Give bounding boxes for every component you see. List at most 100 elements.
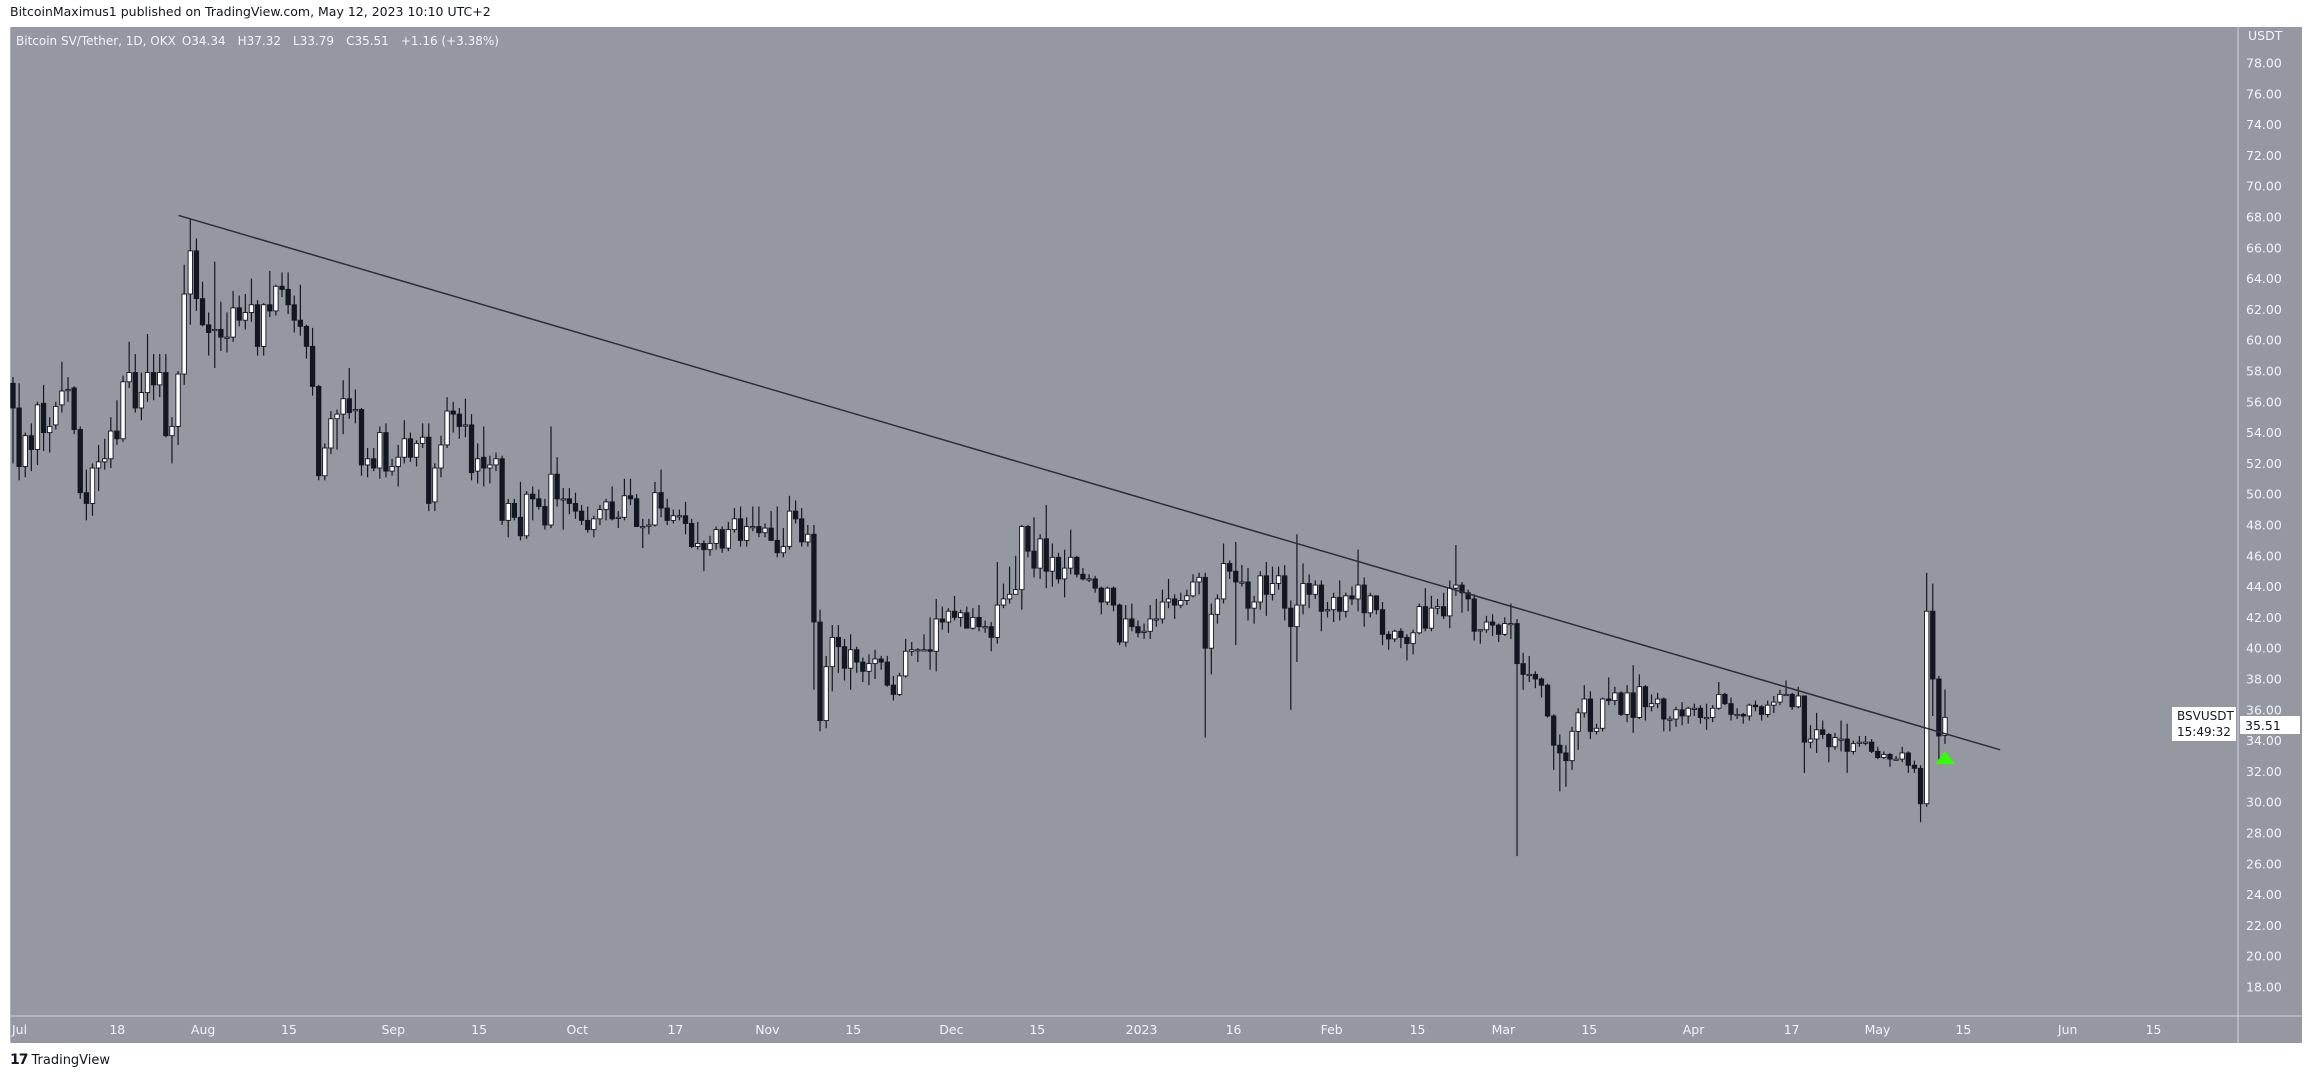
candle (358, 407, 365, 476)
candle (542, 498, 548, 530)
candle-body-down (878, 658, 884, 663)
candle-body-down (1532, 673, 1539, 680)
price-tick-label: 18.00 (2246, 980, 2282, 995)
candle-body-down (1514, 623, 1520, 665)
candle-body-up (1575, 712, 1581, 732)
candle-body-up (395, 456, 401, 467)
candle-body-up (1508, 623, 1514, 626)
candle-body-up (1691, 707, 1697, 710)
price-axis[interactable]: 78.00 76.00 74.00 72.00 70.00 68.00 66.00 64.00… (2246, 56, 2282, 995)
candle-body-up (597, 509, 603, 520)
currency-label: USDT (2248, 28, 2283, 43)
candle-body-down (132, 372, 138, 409)
candle (163, 354, 169, 438)
candle (1343, 592, 1349, 618)
candle-body-up (108, 430, 114, 460)
candle-body-down (1373, 595, 1380, 611)
candle-body-down (1282, 575, 1288, 609)
candle-body-down (572, 502, 579, 512)
candle (1862, 735, 1869, 746)
candle (676, 509, 683, 521)
candle-body-up (1924, 610, 1930, 805)
candle-body-up (1771, 701, 1777, 706)
candle-body-down (218, 328, 224, 338)
candle-body-down (1520, 663, 1526, 675)
candle (285, 272, 291, 315)
candle (860, 657, 866, 683)
candle-body-up (340, 398, 346, 415)
candle-body-down (1551, 715, 1557, 746)
candle-body-down (254, 304, 261, 347)
candle-body-down (811, 533, 817, 623)
candle (1392, 629, 1398, 643)
candle (65, 377, 71, 402)
candle-body-down (1135, 626, 1141, 634)
candle (1006, 566, 1013, 604)
candle-body-down (701, 543, 707, 551)
candle (157, 354, 163, 398)
candle (254, 300, 261, 356)
descending-trendline[interactable] (178, 214, 2001, 751)
candle-body-down (511, 502, 517, 518)
candle-body-down (163, 372, 169, 437)
candle-body-up (438, 444, 444, 469)
candle-body-up (120, 381, 126, 440)
candle (1275, 566, 1282, 590)
legend-open: O34.34 (181, 34, 226, 48)
candle-body-up (53, 405, 59, 426)
chart-panel[interactable] (10, 27, 2302, 1043)
time-tick-label: 15 (1410, 1022, 1426, 1037)
price-tick-label: 50.00 (2246, 487, 2282, 502)
candle-body-up (958, 612, 964, 618)
candle-body-up (1153, 618, 1159, 621)
candle-body-up (493, 458, 499, 466)
time-axis[interactable]: Jul 18 Aug 15 Sep 15 Oct 17 Nov 15 Dec 15 2023 16 Feb 1… (11, 1022, 2161, 1037)
candle (1502, 617, 1508, 636)
candle-body-down (1758, 706, 1765, 715)
candle (1373, 595, 1380, 615)
candle (1263, 561, 1270, 616)
candle-body-down (1116, 604, 1123, 643)
candle-body-down (1361, 584, 1367, 614)
candle (224, 312, 230, 353)
time-tick-label: Oct (566, 1022, 588, 1037)
candle (499, 455, 505, 525)
candle-body-down (1349, 595, 1355, 600)
time-tick-label: 15 (1955, 1022, 1971, 1037)
candle-body-up (823, 666, 829, 722)
candle (707, 535, 713, 556)
candle-body-up (780, 546, 787, 554)
candle (83, 469, 90, 521)
candle-body-up (1599, 698, 1606, 729)
candle (59, 361, 65, 413)
candle-body-up (242, 312, 248, 321)
candle (890, 675, 897, 701)
candle (1752, 700, 1759, 712)
candle (242, 294, 248, 330)
candle (1171, 594, 1178, 619)
candle (1227, 560, 1233, 579)
price-tick-label: 78.00 (2246, 56, 2282, 71)
tradingview-footer[interactable]: 17 TradingView (10, 1052, 110, 1068)
candle (395, 444, 401, 487)
candle-body-up (866, 663, 872, 672)
candle (1526, 655, 1532, 683)
candle-body-up (1710, 707, 1716, 718)
candle-body-down (1496, 624, 1502, 635)
candle-body-up (1703, 717, 1710, 720)
price-tick-label: 34.00 (2246, 733, 2282, 748)
candle-body-up (1746, 704, 1753, 717)
candle (1740, 712, 1746, 724)
candle (933, 598, 939, 672)
candle (682, 501, 689, 535)
candle-body-down (1043, 538, 1049, 572)
candle (413, 440, 420, 467)
candle-body-down (1202, 576, 1208, 649)
candle-body-down (1544, 684, 1551, 717)
candle-body-down (236, 307, 242, 321)
candle (768, 511, 774, 541)
candle (548, 426, 554, 529)
candle-body-down (1031, 550, 1037, 569)
candle-body-up (1673, 709, 1679, 720)
